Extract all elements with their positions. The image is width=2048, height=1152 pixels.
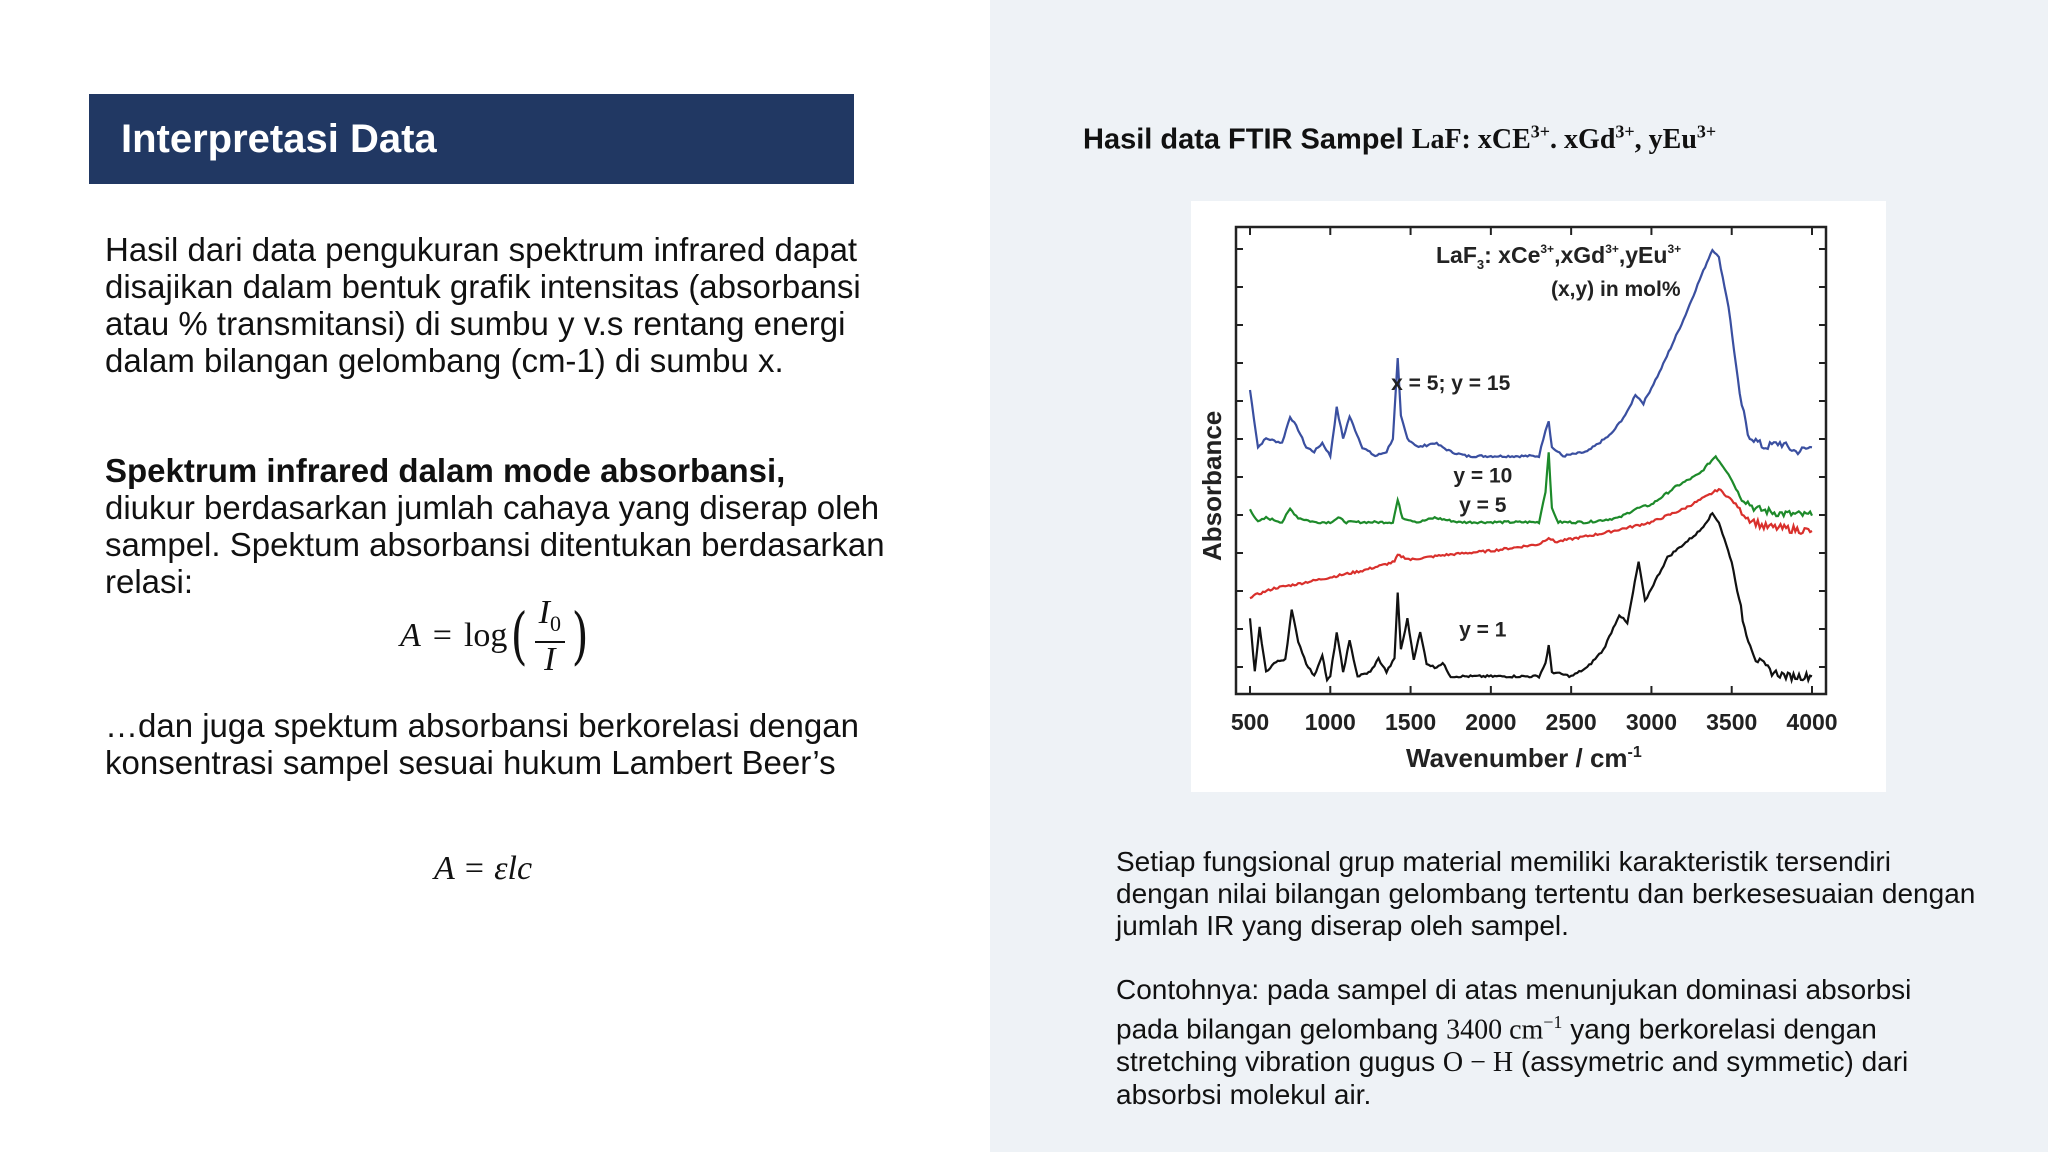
title-banner: Interpretasi Data [89,94,854,184]
x-tick-label: 2000 [1465,709,1516,735]
x-tick-label: 2500 [1546,709,1597,735]
note2-text-c: (assymetric and symmetic) dari absorbsi … [1116,1046,1909,1111]
absorbance-heading: Spektrum infrared dalam mode absorbansi, [105,452,786,489]
note1-text: Setiap fungsional grup material memiliki… [1116,846,1976,941]
note2-text-a: Contohnya: pada sampel di atas menunjuka… [1116,974,1912,1045]
lambert-beer-text: …dan juga spektum absorbansi berkorelasi… [105,707,859,781]
series-label: y = 10 [1453,465,1512,488]
ftir-heading-text: Hasil data FTIR Sampel [1083,123,1412,156]
chart-legend-title: LaF3: xCe3+,xGd3+,yEu3+ [1436,242,1681,272]
absorbance-paragraph: Spektrum infrared dalam mode absorbansi,… [105,452,895,600]
note2-text-b: yang berkorelasi dengan stretching vibra… [1116,1013,1877,1078]
intro-paragraph: Hasil dari data pengukuran spektrum infr… [105,231,895,379]
plot-frame [1234,225,1828,696]
ftir-heading-formula: LaF: xCE3+. xGd3+, yEu3+ [1411,122,1717,156]
series-line [1248,248,1813,461]
fraction-subscript: 0 [549,610,561,636]
x-axis-label: Wavenumber / cm-1 [1406,743,1642,773]
formula-equals: = [432,617,452,654]
x-tick-labels: 500 1000 1500 2000 2500 3000 3500 4000 [1231,709,1838,735]
chart-legend-subtitle: (x,y) in mol% [1551,278,1681,301]
x-tick-label: 1500 [1385,709,1436,735]
note2-wavenumber: 3400 cm [1446,1014,1544,1046]
note2-wavenumber-unit: −1 [1543,1012,1563,1032]
intro-text: Hasil dari data pengukuran spektrum infr… [105,231,861,379]
page-title: Interpretasi Data [121,116,437,161]
lambert-beer-paragraph: …dan juga spektum absorbansi berkorelasi… [105,707,895,781]
x-tick-label: 500 [1231,709,1269,735]
x-tick-label: 3500 [1706,709,1757,735]
series-line [1249,487,1813,600]
x-tick-label: 1000 [1305,709,1356,735]
series-label: y = 5 [1459,494,1507,517]
lambert-beer-formula: A = εlc [434,850,533,887]
formula-lhs: A [400,617,421,654]
note2-oh-group: O − H [1442,1047,1514,1079]
formula-fraction: I0 I [534,593,565,679]
ftir-chart: LaF3: xCe3+,xGd3+,yEu3+ (x,y) in mol% x … [1191,201,1886,792]
series-layer [1248,248,1813,685]
note-example: Contohnya: pada sampel di atas menunjuka… [1116,974,1976,1111]
absorbance-text: diukur berdasarkan jumlah cahaya yang di… [105,489,885,600]
formula-log: log [463,617,508,654]
y-axis-label: Absorbance [1197,411,1227,561]
ftir-chart-svg: LaF3: xCe3+,xGd3+,yEu3+ (x,y) in mol% x … [1197,225,1838,773]
series-labels: x = 5; y = 15 y = 10 y = 5 y = 1 [1391,372,1512,642]
axis-ticks [1236,227,1826,694]
series-label: y = 1 [1459,619,1507,642]
series-line [1248,511,1813,685]
fraction-numerator: I [538,593,550,631]
series-line [1249,452,1813,525]
fraction-denominator: I [544,641,556,679]
ftir-heading: Hasil data FTIR Sampel LaF: xCE3+. xGd3+… [1083,122,1716,156]
note-functional-groups: Setiap fungsional grup material memiliki… [1116,846,1976,942]
x-tick-label: 3000 [1626,709,1677,735]
x-tick-label: 4000 [1786,709,1837,735]
absorbance-formula: A = log ( I0 I ) [400,593,589,679]
series-label: x = 5; y = 15 [1391,372,1510,395]
